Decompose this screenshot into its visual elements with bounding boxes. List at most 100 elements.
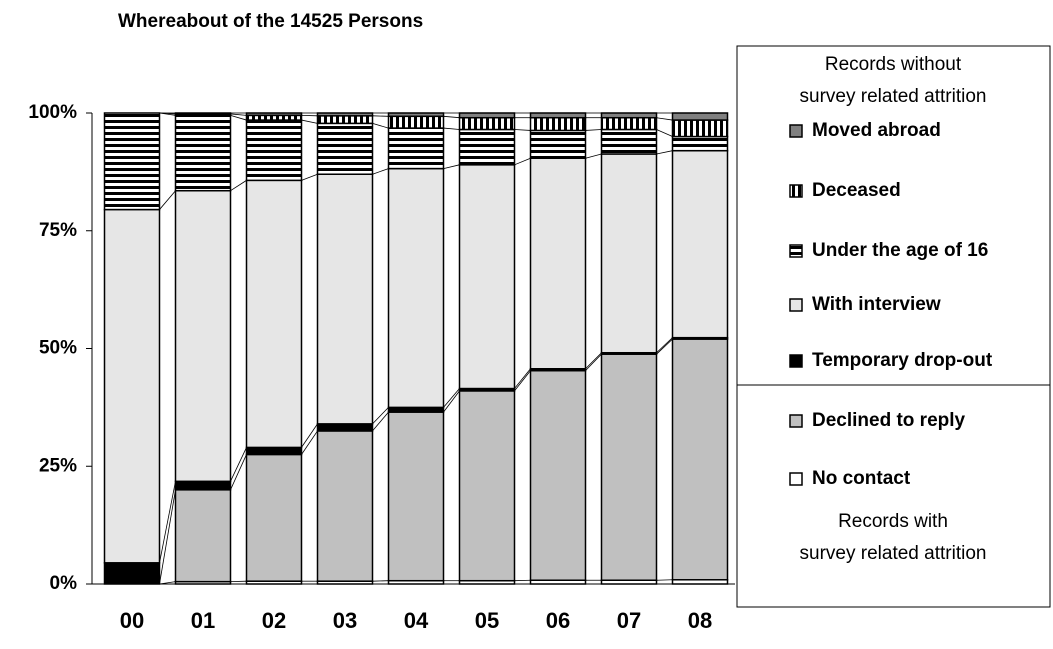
series-line <box>230 180 247 192</box>
x-tick-label: 01 <box>191 608 215 633</box>
x-tick-label: 00 <box>120 608 144 633</box>
series-line <box>514 370 531 392</box>
bar-segment <box>387 115 445 129</box>
legend-swatch <box>789 472 803 486</box>
series-line <box>159 190 176 210</box>
legend-header: Records without <box>825 54 962 75</box>
series-line <box>443 127 460 130</box>
bar-segment <box>600 112 658 119</box>
legend-box <box>736 45 1051 608</box>
series-line <box>514 368 531 389</box>
legend-label: Declined to reply <box>812 410 966 431</box>
legend-swatch <box>789 244 803 258</box>
series-line <box>585 352 602 370</box>
y-tick-label: 100% <box>28 102 77 123</box>
y-tick-label: 0% <box>50 573 78 594</box>
bar-segment <box>671 149 729 339</box>
x-tick-label: 06 <box>546 608 570 633</box>
bar-segment <box>316 430 374 582</box>
bar-segment <box>671 119 729 138</box>
bar-segment <box>458 164 516 390</box>
series-line <box>514 157 531 166</box>
bar-segment <box>245 119 303 182</box>
bar-segment <box>387 411 445 582</box>
bar-segment <box>600 153 658 354</box>
bar-segment <box>103 112 161 211</box>
legend-label: Deceased <box>812 180 901 201</box>
x-tick-label: 02 <box>262 608 286 633</box>
legend-header: Records with <box>838 511 948 532</box>
x-tick-label: 07 <box>617 608 641 633</box>
bar-segment <box>671 112 729 121</box>
bar-segment <box>174 480 232 491</box>
series-line <box>230 454 247 490</box>
bar-segment <box>529 112 587 119</box>
bar-segment <box>316 122 374 175</box>
series-line <box>301 173 318 181</box>
series-line <box>585 353 602 371</box>
bar-segment <box>245 112 303 117</box>
y-tick-label: 50% <box>39 338 77 359</box>
series-line <box>656 338 673 355</box>
series-line <box>372 168 389 175</box>
legend-label: No contact <box>812 468 911 489</box>
series-line <box>372 411 389 432</box>
series-line <box>656 337 673 354</box>
series-line <box>443 390 460 413</box>
legend-label: Moved abroad <box>812 120 941 141</box>
bar-segment <box>671 135 729 152</box>
bar-segment <box>529 116 587 132</box>
legend-label: Temporary drop-out <box>812 350 993 371</box>
bar-segment <box>458 116 516 131</box>
legend-header: survey related attrition <box>800 86 987 107</box>
bar-segment <box>458 390 516 582</box>
bar-segment <box>316 423 374 432</box>
bar-segment <box>671 338 729 581</box>
series-line <box>372 122 389 129</box>
legend-swatch <box>789 184 803 198</box>
series-line <box>656 150 673 155</box>
bar-segment <box>458 112 516 119</box>
y-tick-label: 25% <box>39 455 77 476</box>
bar-segment <box>103 208 161 564</box>
bar-segment <box>316 173 374 425</box>
x-tick-label: 08 <box>688 608 712 633</box>
bar-segment <box>387 127 445 170</box>
legend-swatch <box>789 414 803 428</box>
legend-header: survey related attrition <box>800 543 987 564</box>
bar-segment <box>174 489 232 583</box>
bar-segment <box>600 353 658 581</box>
bar-segment <box>458 128 516 166</box>
series-line <box>159 581 176 585</box>
x-tick-label: 03 <box>333 608 357 633</box>
series-line <box>443 164 460 169</box>
bar-segment <box>245 446 303 456</box>
series-line <box>301 430 318 455</box>
legend-label: Under the age of 16 <box>812 240 988 261</box>
series-line <box>372 407 389 425</box>
series-line <box>230 114 247 121</box>
series-line <box>159 481 176 563</box>
series-line <box>656 129 673 137</box>
bar-segment <box>174 114 232 192</box>
bar-segment <box>245 179 303 449</box>
x-tick-label: 04 <box>404 608 429 633</box>
legend-swatch <box>789 124 803 138</box>
bar-segment <box>529 157 587 370</box>
bar-segment <box>600 128 658 155</box>
bar-segment <box>103 562 161 585</box>
legend-swatch <box>789 298 803 312</box>
legend-label: With interview <box>812 294 941 315</box>
series-line <box>443 115 460 119</box>
series-line <box>585 153 602 159</box>
series-line <box>230 447 247 482</box>
series-line <box>301 423 318 448</box>
series-line <box>585 129 602 131</box>
legend-swatch <box>789 354 803 368</box>
series-line <box>514 129 531 131</box>
series-line <box>301 119 318 124</box>
bar-segment <box>174 189 232 483</box>
bar-segment <box>316 115 374 125</box>
bar-segment <box>529 129 587 159</box>
